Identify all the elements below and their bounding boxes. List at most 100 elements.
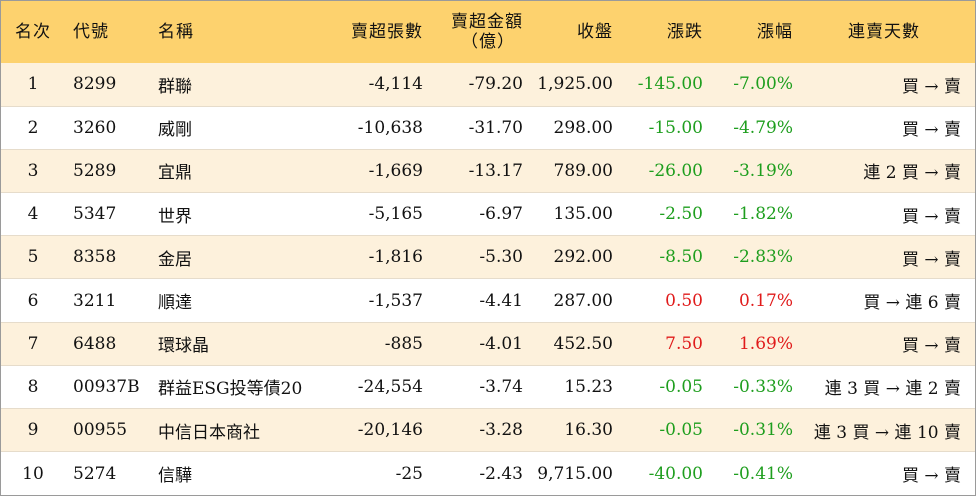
header-net-sell-amount-line1: 賣超金額: [451, 12, 523, 32]
cell-code: 5289: [65, 148, 158, 193]
cell-net-sell-amount: -4.01: [423, 321, 523, 366]
cell-code: 00955: [65, 407, 158, 452]
table-row: 10 5274 信驊 -25 -2.43 9,715.00 -40.00 -0.41% 買 → …: [1, 451, 975, 495]
cell-net-sell-amount: -4.41: [423, 278, 523, 323]
cell-close: 298.00: [523, 105, 613, 150]
cell-change: -8.50: [613, 235, 703, 279]
cell-net-sell-amount: -79.20: [468, 74, 523, 95]
cell-net-sell-amount: -2.43: [423, 451, 523, 495]
table-row: 2 3260 威剛 -10,638 -31.70 298.00 -15.00 -4.79% 買 …: [1, 105, 975, 150]
cell-name: 世界: [158, 192, 328, 236]
cell-name: 信驊: [158, 451, 328, 495]
cell-change-pct: -2.83%: [703, 235, 793, 279]
table-body: 1 8299 群聯 -4,114 -79.20 1,925.00 -145.00 -7.00%…: [1, 63, 975, 495]
cell-code: 8358: [65, 235, 158, 279]
cell-net-sell-volume: -20,146: [328, 407, 423, 452]
cell-rank: 5: [1, 235, 65, 279]
table-row: 7 6488 環球晶 -885 -4.01 452.50 7.50 1.69% 買 → 賣: [1, 321, 975, 366]
cell-code: 3211: [65, 278, 158, 323]
cell-rank: 7: [1, 321, 65, 366]
cell-net-sell-amount: -6.97: [423, 192, 523, 236]
cell-net-sell-amount: -3.74: [423, 364, 523, 409]
cell-close: 1,925.00: [537, 74, 613, 95]
cell-rank: 4: [1, 192, 65, 236]
header-net-sell-amount-line2: （億）: [461, 32, 515, 52]
cell-consecutive-sell-days: 買 → 賣: [793, 192, 975, 236]
cell-change-pct: 0.17%: [703, 278, 793, 323]
header-close: 收盤: [577, 22, 613, 42]
cell-close: 292.00: [523, 235, 613, 279]
cell-rank: 1: [27, 74, 39, 95]
table-row: 8 00937B 群益ESG投等債20 -24,554 -3.74 15.23 -0.05-…: [1, 364, 975, 409]
cell-change: -145.00: [637, 74, 703, 95]
cell-rank: 9: [1, 407, 65, 452]
table-row: 4 5347 世界 -5,165 -6.97 135.00 -2.50 -1.82% 買 → 賣: [1, 192, 975, 236]
cell-net-sell-amount: -5.30: [423, 235, 523, 279]
cell-change-pct: -0.31%: [703, 407, 793, 452]
cell-change-pct: -3.19%: [703, 148, 793, 193]
cell-consecutive-sell-days: 買 → 賣: [793, 235, 975, 279]
cell-name: 宜鼎: [158, 148, 328, 193]
header-consecutive-sell-days: 連賣天數: [848, 22, 920, 42]
cell-consecutive-sell-days: 連 3 買 → 連 10 賣: [793, 407, 975, 452]
cell-close: 452.50: [523, 321, 613, 366]
header-change-pct: 漲幅: [757, 22, 793, 42]
cell-change-pct: -0.41%: [703, 451, 793, 495]
cell-close: 287.00: [523, 278, 613, 323]
cell-change-pct: -1.82%: [703, 192, 793, 236]
cell-change: -0.05: [613, 407, 703, 452]
cell-name: 群益ESG投等債20: [158, 364, 328, 409]
table-row: 6 3211 順達 -1,537 -4.41 287.00 0.50 0.17% 買 → 連 6…: [1, 278, 975, 323]
cell-net-sell-amount: -3.28: [423, 407, 523, 452]
cell-code: 5347: [65, 192, 158, 236]
cell-change-pct: -0.33%: [703, 364, 793, 409]
cell-consecutive-sell-days: 買 → 賣: [793, 451, 975, 495]
cell-rank: 10: [1, 451, 65, 495]
cell-consecutive-sell-days: 買 → 賣: [793, 105, 975, 150]
header-change: 漲跌: [667, 22, 703, 42]
cell-change: -15.00: [613, 105, 703, 150]
cell-consecutive-sell-days: 買 → 賣: [901, 76, 961, 97]
cell-rank: 8: [1, 364, 65, 409]
cell-net-sell-volume: -5,165: [328, 192, 423, 236]
cell-change: -2.50: [613, 192, 703, 236]
cell-close: 16.30: [523, 407, 613, 452]
cell-name: 環球晶: [158, 321, 328, 366]
cell-net-sell-amount: -13.17: [423, 148, 523, 193]
cell-name: 威剛: [158, 105, 328, 150]
cell-net-sell-volume: -25: [328, 451, 423, 495]
cell-code: 6488: [65, 321, 158, 366]
header-net-sell-volume: 賣超張數: [351, 22, 423, 42]
cell-net-sell-volume: -1,537: [328, 278, 423, 323]
cell-net-sell-volume: -10,638: [328, 105, 423, 150]
table-row: 9 00955 中信日本商社 -20,146 -3.28 16.30 -0.05 -0.31%…: [1, 407, 975, 452]
cell-net-sell-volume: -1,669: [328, 148, 423, 193]
cell-close: 789.00: [523, 148, 613, 193]
cell-name: 順達: [158, 278, 328, 323]
cell-net-sell-volume: -4,114: [368, 74, 423, 95]
cell-close: 9,715.00: [523, 451, 613, 495]
cell-change-pct: -7.00%: [733, 74, 793, 95]
cell-net-sell-volume: -1,816: [328, 235, 423, 279]
cell-code: 8299: [73, 74, 117, 95]
table-row: 3 5289 宜鼎 -1,669 -13.17 789.00 -26.00 -3.19% 連 2…: [1, 148, 975, 193]
cell-net-sell-volume: -24,554: [328, 364, 423, 409]
header-rank: 名次: [15, 22, 51, 42]
cell-close: 15.23: [523, 364, 613, 409]
cell-change: 0.50: [613, 278, 703, 323]
cell-code: 5274: [65, 451, 158, 495]
table-header: 名次 代號 名稱 賣超張數 賣超金額 （億） 收盤 漲跌 漲幅 連賣天數: [1, 1, 975, 63]
cell-name: 金居: [158, 235, 328, 279]
cell-name: 群聯: [158, 76, 192, 97]
cell-change: -0.05: [613, 364, 703, 409]
cell-name: 中信日本商社: [158, 407, 328, 452]
cell-code: 3260: [65, 105, 158, 150]
cell-code: 00937B: [65, 364, 158, 409]
header-code: 代號: [73, 22, 109, 42]
header-name: 名稱: [158, 22, 194, 42]
cell-close: 135.00: [523, 192, 613, 236]
cell-change: -26.00: [613, 148, 703, 193]
cell-consecutive-sell-days: 買 → 連 6 賣: [793, 278, 975, 323]
